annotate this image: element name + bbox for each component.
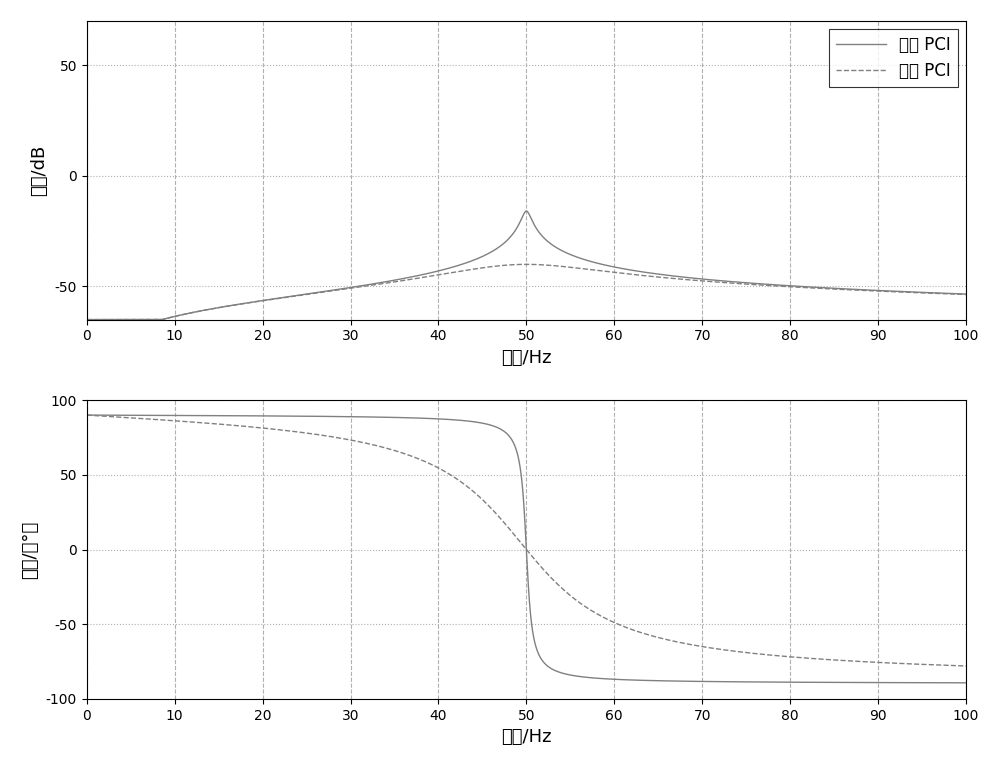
传统 PCI xyxy=(81,410,93,420)
改进 PCI xyxy=(525,260,537,269)
Y-axis label: 幅値/dB: 幅値/dB xyxy=(30,145,48,196)
改进 PCI xyxy=(960,290,972,299)
改进 PCI xyxy=(531,558,543,567)
改进 PCI xyxy=(513,260,525,269)
传统 PCI xyxy=(960,678,972,687)
改进 PCI xyxy=(525,551,537,560)
Line: 改进 PCI: 改进 PCI xyxy=(87,265,966,320)
Line: 传统 PCI: 传统 PCI xyxy=(87,415,966,683)
改进 PCI xyxy=(513,536,525,545)
传统 PCI xyxy=(519,208,531,217)
传统 PCI xyxy=(520,206,532,216)
改进 PCI xyxy=(81,410,93,420)
改进 PCI xyxy=(521,545,533,555)
传统 PCI xyxy=(960,289,972,298)
传统 PCI xyxy=(521,206,533,216)
传统 PCI xyxy=(81,315,93,324)
Legend: 传统 PCI, 改进 PCI: 传统 PCI, 改进 PCI xyxy=(829,29,958,87)
改进 PCI xyxy=(521,260,533,269)
传统 PCI xyxy=(525,616,537,625)
传统 PCI xyxy=(175,311,187,320)
传统 PCI xyxy=(513,219,525,229)
Y-axis label: 相位/（°）: 相位/（°） xyxy=(21,520,39,578)
传统 PCI xyxy=(525,214,537,223)
传统 PCI xyxy=(521,556,533,565)
Line: 改进 PCI: 改进 PCI xyxy=(87,415,966,666)
改进 PCI xyxy=(175,416,187,426)
改进 PCI xyxy=(175,311,187,320)
改进 PCI xyxy=(519,260,531,269)
X-axis label: 频率/Hz: 频率/Hz xyxy=(501,349,552,367)
传统 PCI xyxy=(531,645,543,654)
改进 PCI xyxy=(81,315,93,324)
传统 PCI xyxy=(513,457,525,466)
传统 PCI xyxy=(519,518,531,527)
改进 PCI xyxy=(520,260,532,269)
X-axis label: 频率/Hz: 频率/Hz xyxy=(501,728,552,746)
Line: 传统 PCI: 传统 PCI xyxy=(87,211,966,320)
传统 PCI xyxy=(175,411,187,420)
传统 PCI xyxy=(531,225,543,234)
改进 PCI xyxy=(960,661,972,670)
改进 PCI xyxy=(531,260,543,269)
改进 PCI xyxy=(519,543,531,552)
